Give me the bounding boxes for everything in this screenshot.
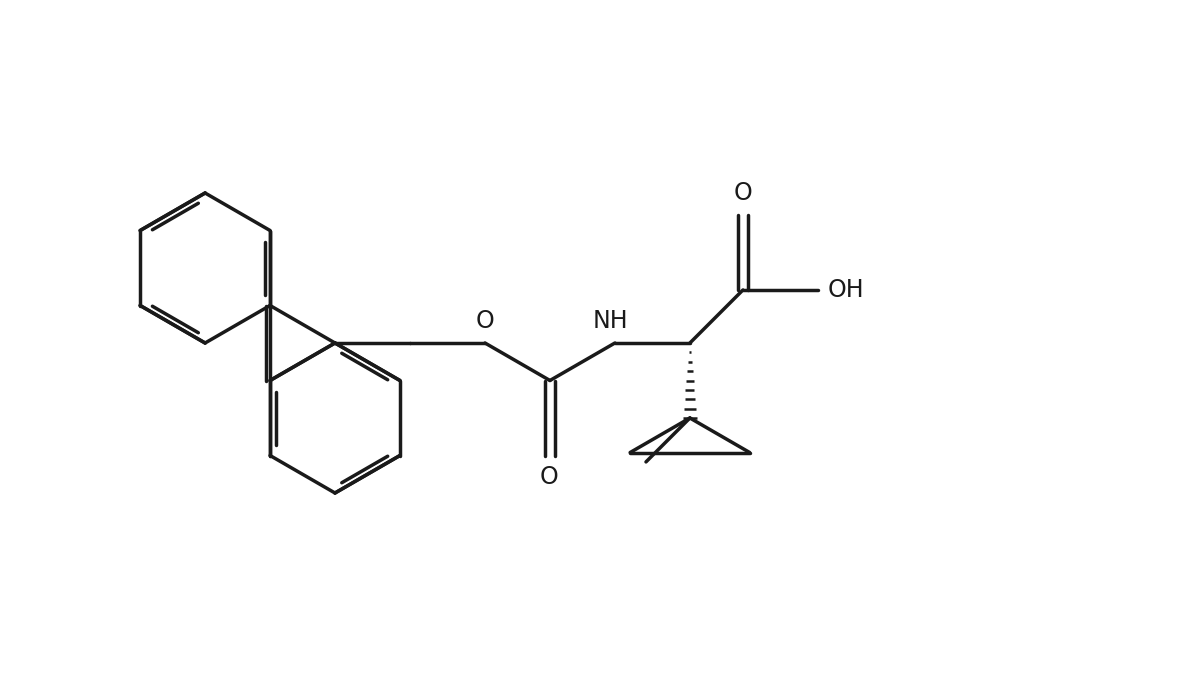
Text: O: O	[734, 181, 752, 205]
Text: NH: NH	[593, 309, 629, 333]
Text: O: O	[475, 309, 494, 333]
Text: O: O	[539, 466, 558, 489]
Text: OH: OH	[827, 278, 864, 302]
